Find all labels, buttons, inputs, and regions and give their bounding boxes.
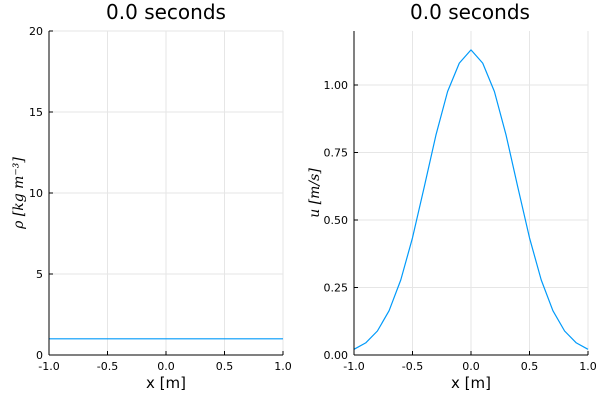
velocity-y-tick-label: 0.75	[324, 147, 349, 160]
density-x-tick-label: 1.0	[274, 360, 292, 373]
density-x-tick-label: -0.5	[97, 360, 118, 373]
density-x-tick-label: -1.0	[38, 360, 59, 373]
density-y-tick-label: 10	[29, 187, 43, 200]
velocity-x-tick-label: 0.5	[521, 360, 539, 373]
density-y-axis-label: ρ [kg m⁻³]	[11, 157, 27, 230]
velocity-x-tick-label: 0.0	[462, 360, 480, 373]
velocity-series	[353, 49, 589, 350]
velocity-y-tick-label: 0.50	[324, 214, 349, 227]
velocity-y-tick-label: 0.00	[324, 349, 349, 362]
velocity-x-tick-label: -0.5	[402, 360, 423, 373]
density-grid	[48, 30, 284, 356]
velocity-ticks: -1.0 -0.5 0.0 0.5 1.0 0.00 0.25 0.50 0.75 1.00	[324, 79, 597, 373]
velocity-plot-title: 0.0 seconds	[410, 0, 530, 24]
density-x-axis-label: x [m]	[146, 374, 186, 392]
density-plot-title: 0.0 seconds	[106, 0, 226, 24]
velocity-subplot: 0.0 seconds -1.0 -0.5 0.0 0.5 1.0 0.00 0.25 0.5…	[307, 0, 597, 392]
density-y-tick-label: 15	[29, 106, 43, 119]
density-ticks: -1.0 -0.5 0.0 0.5 1.0 0 5 10 15 20	[29, 25, 292, 373]
density-y-tick-label: 20	[29, 25, 43, 38]
density-x-tick-label: 0.5	[216, 360, 234, 373]
velocity-series-line	[353, 49, 589, 350]
velocity-y-axis-label: u [m/s]	[307, 168, 323, 218]
velocity-x-tick-label: 1.0	[579, 360, 597, 373]
velocity-grid	[353, 31, 589, 356]
density-subplot: 0.0 seconds -1.0 -0.5 0.0 0.5 1.0 0 5 10 15 20 x …	[11, 0, 292, 392]
density-y-tick-label: 0	[36, 349, 43, 362]
velocity-y-tick-label: 0.25	[324, 282, 349, 295]
density-y-tick-label: 5	[36, 268, 43, 281]
velocity-x-tick-label: -1.0	[343, 360, 364, 373]
velocity-y-tick-label: 1.00	[324, 79, 349, 92]
velocity-x-axis-label: x [m]	[451, 374, 491, 392]
density-x-tick-label: 0.0	[157, 360, 175, 373]
